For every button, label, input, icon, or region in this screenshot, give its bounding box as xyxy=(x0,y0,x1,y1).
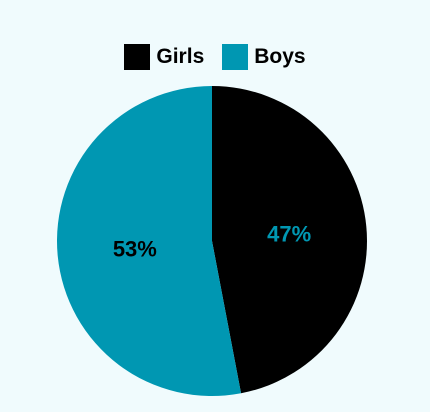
legend-item-boys: Boys xyxy=(222,44,306,70)
legend-swatch-girls xyxy=(124,44,151,70)
slice-label-girls: 47% xyxy=(267,222,311,247)
slice-label-boys: 53% xyxy=(113,236,157,261)
pie-slice-girls xyxy=(212,86,367,394)
legend-label-boys: Boys xyxy=(254,45,306,68)
legend-swatch-boys xyxy=(222,44,249,70)
pie-slice-boys xyxy=(56,86,242,396)
legend-label-girls: Girls xyxy=(156,45,205,68)
legend-item-girls: Girls xyxy=(124,44,204,70)
legend: Girls Boys xyxy=(0,44,430,70)
